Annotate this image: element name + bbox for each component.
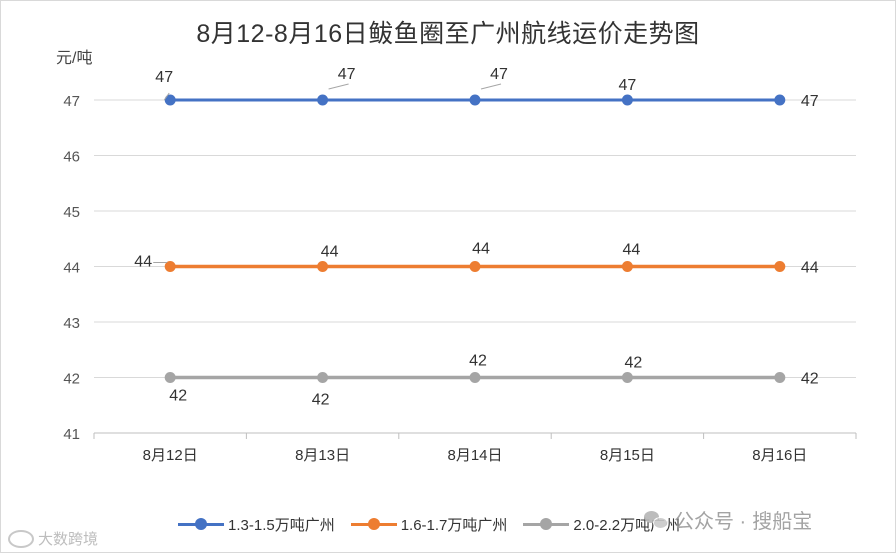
label-leader-line [480, 83, 502, 90]
data-label: 42 [625, 355, 643, 372]
data-label: 42 [469, 353, 487, 370]
data-label: 47 [155, 69, 173, 86]
x-tick-label: 8月12日 [143, 447, 198, 464]
y-tick-label: 45 [63, 204, 80, 221]
data-point [469, 372, 481, 383]
data-point [469, 94, 481, 106]
watermark-logo-icon [8, 529, 34, 548]
wechat-watermark: 公众号 · 搜船宝 [644, 505, 812, 534]
x-tick-label: 8月15日 [600, 447, 655, 464]
y-tick-label: 44 [63, 260, 80, 277]
data-point [164, 261, 176, 272]
data-label: 44 [623, 242, 641, 259]
data-point [164, 94, 176, 106]
wechat-icon [644, 510, 668, 530]
x-tick-label: 8月16日 [752, 447, 807, 464]
watermark-separator-text: 公众号 · [674, 511, 747, 533]
legend-label: 1.6-1.7万吨广州 [400, 516, 508, 534]
label-leader-line [328, 83, 349, 90]
data-label: 47 [801, 93, 819, 110]
data-point [774, 261, 786, 272]
corner-watermark-text: 大数跨境 [38, 531, 99, 548]
watermark-brand-text: 搜船宝 [752, 511, 813, 533]
legend-swatch [178, 517, 224, 531]
data-point [774, 372, 786, 383]
data-label: 44 [801, 260, 819, 277]
y-tick-label: 43 [63, 315, 80, 332]
label-leader-line [163, 92, 170, 101]
data-point [774, 94, 786, 106]
data-label: 47 [619, 77, 637, 94]
chart-title: 8月12-8月16日鲅鱼圈至广州航线运价走势图 [196, 20, 700, 48]
legend-swatch [523, 517, 570, 531]
data-label: 47 [338, 66, 356, 83]
data-label: 44 [472, 241, 490, 258]
data-point [164, 372, 176, 383]
data-label: 44 [134, 254, 152, 271]
chart-legend: 1.3-1.5万吨广州 1.6-1.7万吨广州 2.0-2.2万吨广州 [178, 512, 680, 536]
x-tick-label: 8月13日 [295, 447, 350, 464]
legend-swatch [350, 517, 397, 531]
y-tick-label: 46 [63, 149, 80, 166]
data-label: 44 [321, 244, 339, 261]
data-label: 42 [169, 388, 187, 405]
data-label: 42 [312, 392, 330, 409]
data-point [621, 94, 633, 106]
legend-entry: 1.3-1.5万吨广州 [178, 514, 335, 535]
data-point [317, 94, 329, 106]
y-tick-label: 41 [63, 426, 80, 443]
corner-watermark: 大数跨境 [8, 528, 98, 549]
y-tick-label: 42 [63, 371, 80, 388]
y-tick-label: 47 [63, 93, 80, 110]
legend-entry: 1.6-1.7万吨广州 [350, 514, 508, 535]
data-point [469, 261, 481, 272]
y-axis-unit-label: 元/吨 [56, 50, 93, 67]
data-label: 47 [490, 66, 508, 83]
data-point [621, 261, 633, 272]
x-tick-label: 8月14日 [447, 447, 502, 464]
data-label: 42 [801, 371, 819, 388]
data-point [317, 372, 329, 383]
data-point [317, 261, 329, 272]
legend-label: 1.3-1.5万吨广州 [228, 516, 335, 534]
data-point [621, 372, 633, 383]
